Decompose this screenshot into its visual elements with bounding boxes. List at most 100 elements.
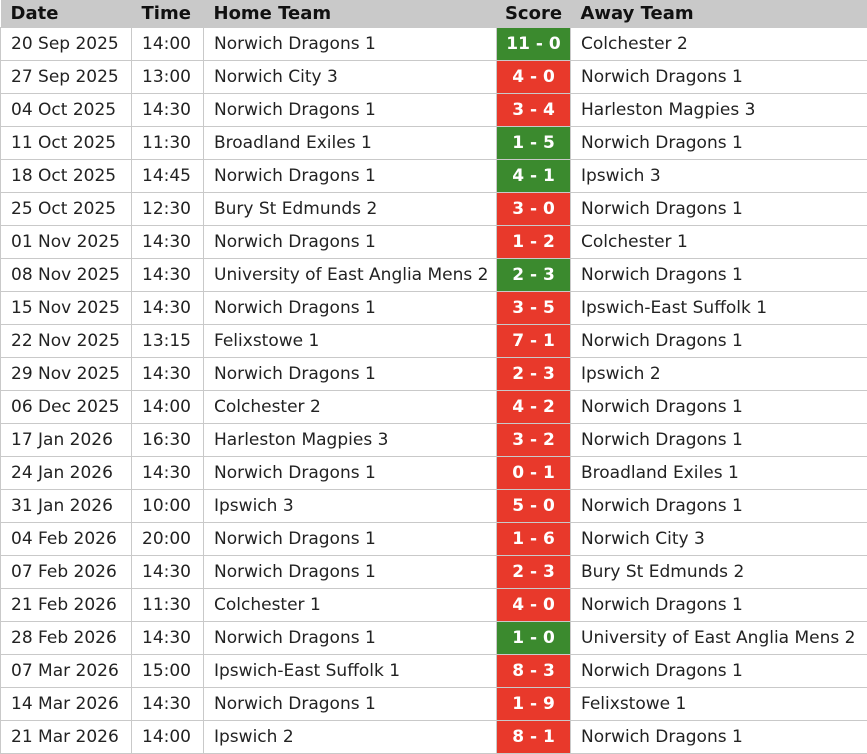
table-cell: 21 Mar 2026 (1, 721, 132, 754)
table-cell: 25 Oct 2025 (1, 193, 132, 226)
table-cell: Norwich Dragons 1 (571, 259, 867, 292)
table-cell: 14:30 (132, 358, 204, 391)
table-cell: 14:00 (132, 721, 204, 754)
score-cell: 3 - 4 (497, 94, 571, 127)
score-cell: 7 - 1 (497, 325, 571, 358)
score-cell: 4 - 0 (497, 61, 571, 94)
column-header: Time (132, 0, 204, 28)
table-cell: University of East Anglia Mens 2 (204, 259, 497, 292)
table-cell: Norwich Dragons 1 (571, 325, 867, 358)
table-cell: Norwich Dragons 1 (204, 688, 497, 721)
score-cell: 1 - 2 (497, 226, 571, 259)
score-cell: 3 - 5 (497, 292, 571, 325)
table-cell: Norwich Dragons 1 (571, 193, 867, 226)
table-cell: 14:30 (132, 457, 204, 490)
table-cell: 07 Feb 2026 (1, 556, 132, 589)
table-cell: Colchester 2 (571, 28, 867, 61)
score-cell: 2 - 3 (497, 556, 571, 589)
table-cell: Broadland Exiles 1 (204, 127, 497, 160)
table-cell: 21 Feb 2026 (1, 589, 132, 622)
score-cell: 3 - 0 (497, 193, 571, 226)
table-cell: Norwich Dragons 1 (204, 622, 497, 655)
table-cell: Felixstowe 1 (204, 325, 497, 358)
table-cell: 16:30 (132, 424, 204, 457)
table-cell: Colchester 1 (571, 226, 867, 259)
table-cell: University of East Anglia Mens 2 (571, 622, 867, 655)
table-cell: 14:30 (132, 259, 204, 292)
table-cell: 13:00 (132, 61, 204, 94)
column-header: Score (497, 0, 571, 28)
table-cell: Ipswich 2 (571, 358, 867, 391)
score-cell: 0 - 1 (497, 457, 571, 490)
table-cell: Norwich City 3 (204, 61, 497, 94)
table-cell: Ipswich-East Suffolk 1 (204, 655, 497, 688)
table-cell: Norwich Dragons 1 (571, 721, 867, 754)
table-cell: Norwich Dragons 1 (204, 523, 497, 556)
table-cell: 11:30 (132, 589, 204, 622)
table-cell: Broadland Exiles 1 (571, 457, 867, 490)
table-cell: 14:45 (132, 160, 204, 193)
table-cell: 17 Jan 2026 (1, 424, 132, 457)
table-cell: Bury St Edmunds 2 (204, 193, 497, 226)
table-cell: 14:30 (132, 94, 204, 127)
table-cell: 14:30 (132, 292, 204, 325)
table-cell: 04 Oct 2025 (1, 94, 132, 127)
table-cell: Harleston Magpies 3 (571, 94, 867, 127)
table-cell: Norwich Dragons 1 (571, 589, 867, 622)
table-cell: Ipswich-East Suffolk 1 (571, 292, 867, 325)
score-cell: 8 - 1 (497, 721, 571, 754)
table-cell: 14:00 (132, 28, 204, 61)
table-cell: 22 Nov 2025 (1, 325, 132, 358)
table-cell: 20:00 (132, 523, 204, 556)
column-header: Away Team (571, 0, 867, 28)
table-cell: 06 Dec 2025 (1, 391, 132, 424)
table-cell: Colchester 2 (204, 391, 497, 424)
table-cell: Norwich Dragons 1 (204, 457, 497, 490)
score-cell: 8 - 3 (497, 655, 571, 688)
score-cell: 2 - 3 (497, 358, 571, 391)
score-cell: 4 - 1 (497, 160, 571, 193)
table-cell: 11:30 (132, 127, 204, 160)
table-cell: 01 Nov 2025 (1, 226, 132, 259)
table-cell: Norwich Dragons 1 (204, 358, 497, 391)
score-cell: 11 - 0 (497, 28, 571, 61)
table-cell: 04 Feb 2026 (1, 523, 132, 556)
table-cell: Bury St Edmunds 2 (571, 556, 867, 589)
table-cell: Norwich Dragons 1 (204, 292, 497, 325)
table-cell: Norwich Dragons 1 (571, 490, 867, 523)
column-header: Date (1, 0, 132, 28)
table-cell: Norwich Dragons 1 (571, 127, 867, 160)
table-cell: 28 Feb 2026 (1, 622, 132, 655)
table-cell: 15 Nov 2025 (1, 292, 132, 325)
table-cell: Ipswich 3 (571, 160, 867, 193)
table-cell: 15:00 (132, 655, 204, 688)
score-cell: 1 - 0 (497, 622, 571, 655)
score-cell: 4 - 0 (497, 589, 571, 622)
table-cell: 14:00 (132, 391, 204, 424)
table-cell: 31 Jan 2026 (1, 490, 132, 523)
table-cell: Norwich Dragons 1 (204, 556, 497, 589)
table-cell: 14:30 (132, 688, 204, 721)
table-cell: 07 Mar 2026 (1, 655, 132, 688)
table-cell: 14 Mar 2026 (1, 688, 132, 721)
table-cell: Ipswich 3 (204, 490, 497, 523)
table-cell: Norwich City 3 (571, 523, 867, 556)
table-cell: Colchester 1 (204, 589, 497, 622)
